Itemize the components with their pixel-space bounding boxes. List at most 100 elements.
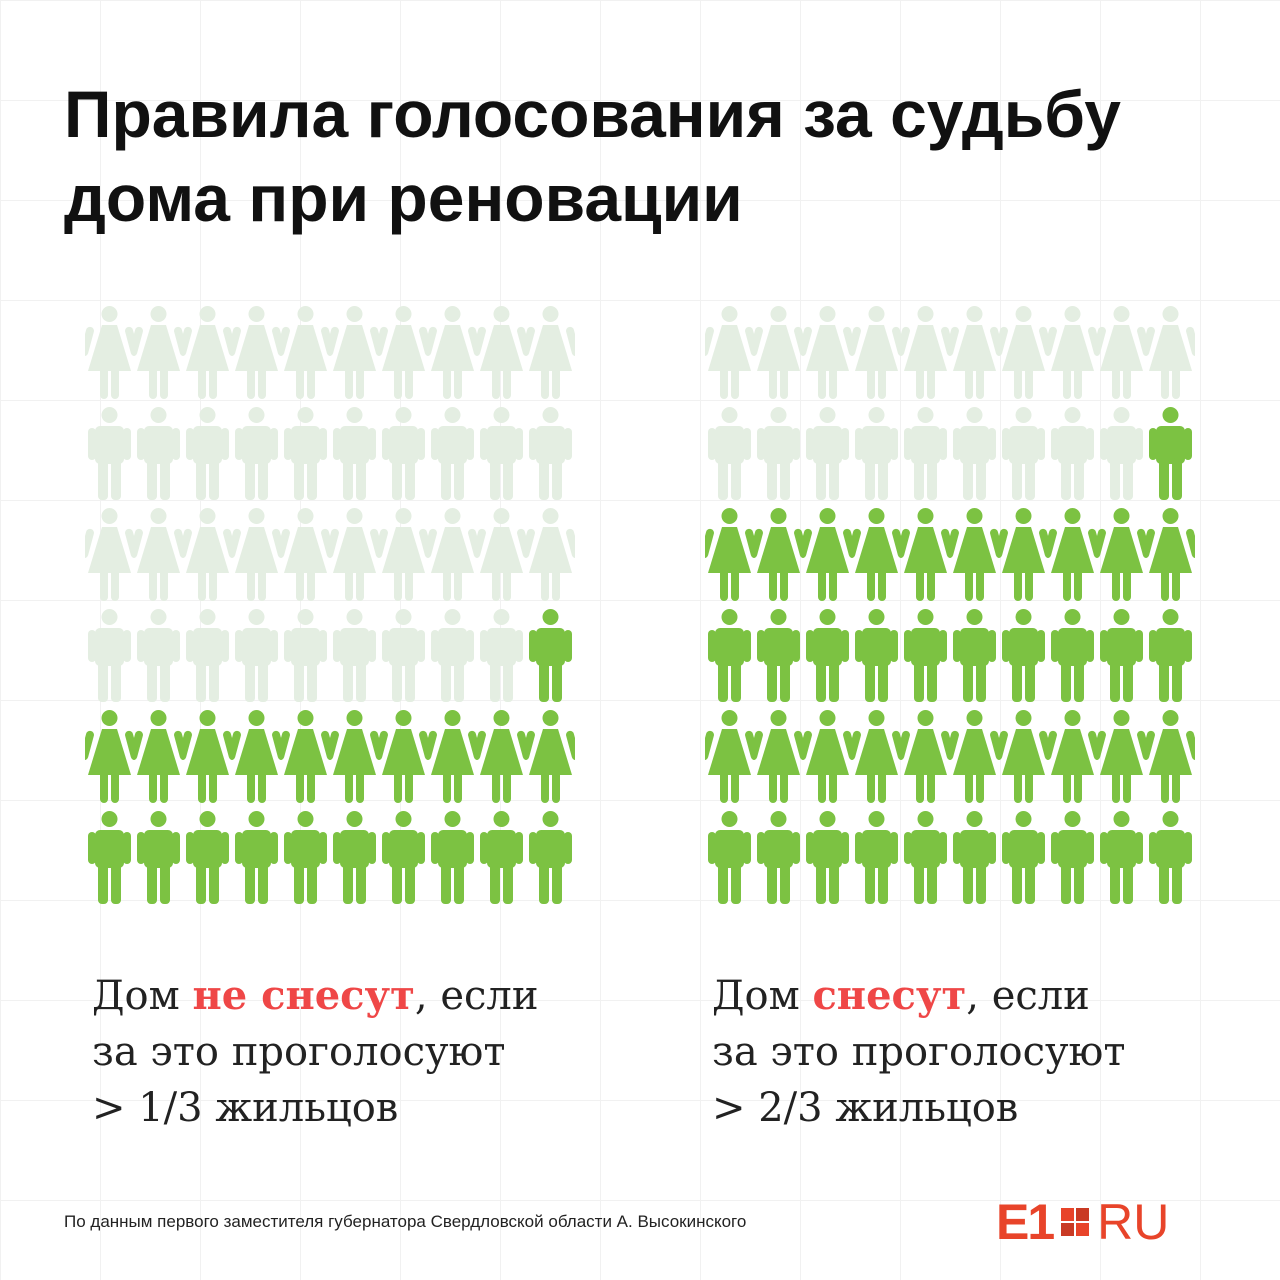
woman-icon (232, 709, 281, 810)
man-icon (526, 810, 575, 911)
man-icon (134, 608, 183, 709)
woman-icon (477, 709, 526, 810)
man-icon (281, 608, 330, 709)
woman-icon (428, 305, 477, 406)
man-icon (1146, 608, 1195, 709)
man-icon (281, 406, 330, 507)
woman-icon (232, 507, 281, 608)
woman-icon (1048, 507, 1097, 608)
woman-icon (754, 305, 803, 406)
man-icon (950, 406, 999, 507)
title-line-1: Правила голосования за судьбу (64, 77, 1121, 151)
man-icon (281, 810, 330, 911)
woman-icon (803, 305, 852, 406)
right-caption: Дом снесут, если за это проголосуют > 2/… (712, 968, 1232, 1136)
woman-icon (330, 709, 379, 810)
man-icon (379, 608, 428, 709)
man-icon (803, 608, 852, 709)
man-icon (85, 406, 134, 507)
left-caption-highlight: не снесут (192, 972, 415, 1019)
man-icon (85, 810, 134, 911)
man-icon (85, 608, 134, 709)
man-icon (477, 810, 526, 911)
man-icon (754, 406, 803, 507)
man-icon (803, 810, 852, 911)
woman-icon (526, 305, 575, 406)
woman-icon (281, 305, 330, 406)
woman-icon (526, 507, 575, 608)
man-icon (330, 810, 379, 911)
woman-icon (950, 507, 999, 608)
man-icon (852, 406, 901, 507)
woman-icon (428, 507, 477, 608)
man-icon (1097, 608, 1146, 709)
woman-icon (477, 305, 526, 406)
woman-icon (330, 507, 379, 608)
woman-icon (134, 507, 183, 608)
man-icon (754, 810, 803, 911)
woman-icon (901, 305, 950, 406)
source-note: По данным первого заместителя губернатор… (64, 1212, 747, 1231)
man-icon (852, 608, 901, 709)
man-icon (803, 406, 852, 507)
man-icon (379, 810, 428, 911)
title-line-2: дома при реновации (64, 161, 743, 235)
man-icon (477, 406, 526, 507)
woman-icon (901, 507, 950, 608)
woman-icon (1097, 305, 1146, 406)
man-icon (901, 810, 950, 911)
man-icon (232, 406, 281, 507)
man-icon (330, 608, 379, 709)
woman-icon (379, 709, 428, 810)
e1-ru-logo[interactable]: E1 RU (996, 1194, 1170, 1250)
woman-icon (705, 507, 754, 608)
left-caption-line-1: Дом не снесут, если (92, 968, 612, 1024)
man-icon (134, 810, 183, 911)
right-caption-line-1: Дом снесут, если (712, 968, 1232, 1024)
man-icon (526, 406, 575, 507)
woman-icon (1048, 305, 1097, 406)
woman-icon (852, 709, 901, 810)
woman-icon (999, 507, 1048, 608)
man-icon (232, 608, 281, 709)
right-caption-suffix: , если (966, 973, 1090, 1019)
man-icon (705, 406, 754, 507)
left-caption-line-3: > 1/3 жильцов (92, 1085, 399, 1131)
right-caption-line-3: > 2/3 жильцов (712, 1085, 1019, 1131)
man-icon (183, 406, 232, 507)
man-icon (1146, 406, 1195, 507)
woman-icon (477, 507, 526, 608)
man-icon (999, 810, 1048, 911)
woman-icon (754, 709, 803, 810)
man-icon (183, 810, 232, 911)
man-icon (901, 608, 950, 709)
woman-icon (754, 507, 803, 608)
woman-icon (183, 709, 232, 810)
man-icon (428, 608, 477, 709)
logo-ru: RU (1097, 1194, 1170, 1250)
woman-icon (134, 709, 183, 810)
woman-icon (183, 507, 232, 608)
man-icon (901, 406, 950, 507)
man-icon (999, 406, 1048, 507)
woman-icon (85, 305, 134, 406)
woman-icon (999, 305, 1048, 406)
right-caption-highlight: снесут (812, 972, 967, 1019)
left-caption-prefix: Дом (92, 973, 193, 1019)
woman-icon (85, 507, 134, 608)
right-caption-line-2: за это проголосуют (712, 1029, 1126, 1075)
man-icon (1097, 406, 1146, 507)
page-title: Правила голосования за судьбу дома при р… (64, 72, 1224, 240)
left-caption-line-2: за это проголосуют (92, 1029, 506, 1075)
woman-icon (705, 709, 754, 810)
woman-icon (1146, 305, 1195, 406)
man-icon (526, 608, 575, 709)
woman-icon (852, 305, 901, 406)
woman-icon (1097, 709, 1146, 810)
man-icon (950, 608, 999, 709)
woman-icon (852, 507, 901, 608)
woman-icon (232, 305, 281, 406)
woman-icon (379, 507, 428, 608)
man-icon (1048, 608, 1097, 709)
woman-icon (1146, 709, 1195, 810)
